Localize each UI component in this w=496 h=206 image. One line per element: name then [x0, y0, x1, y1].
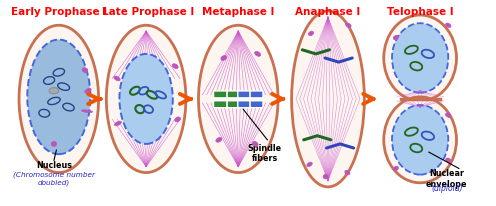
- Ellipse shape: [19, 25, 99, 173]
- Text: (diploid): (diploid): [431, 184, 463, 193]
- Text: Metaphase I: Metaphase I: [202, 7, 274, 17]
- Ellipse shape: [393, 35, 398, 40]
- Ellipse shape: [49, 88, 59, 94]
- Ellipse shape: [392, 23, 448, 93]
- Ellipse shape: [85, 88, 91, 93]
- Ellipse shape: [175, 117, 181, 122]
- Text: Anaphase I: Anaphase I: [295, 7, 361, 17]
- Text: Spindle
fibers: Spindle fibers: [248, 144, 282, 163]
- Ellipse shape: [81, 110, 92, 112]
- Ellipse shape: [106, 25, 186, 173]
- Ellipse shape: [345, 170, 350, 175]
- Ellipse shape: [120, 54, 173, 144]
- Ellipse shape: [393, 166, 398, 171]
- Ellipse shape: [198, 25, 278, 173]
- Ellipse shape: [254, 52, 260, 56]
- FancyBboxPatch shape: [238, 101, 263, 108]
- Ellipse shape: [292, 11, 365, 187]
- Ellipse shape: [445, 23, 451, 27]
- FancyBboxPatch shape: [238, 91, 263, 98]
- Ellipse shape: [221, 56, 227, 60]
- Ellipse shape: [307, 162, 312, 167]
- Text: Nucleus: Nucleus: [36, 161, 72, 170]
- Text: Early Prophase I: Early Prophase I: [11, 7, 107, 17]
- Ellipse shape: [446, 158, 451, 163]
- Ellipse shape: [115, 121, 122, 126]
- Text: Nuclear
envelope: Nuclear envelope: [426, 170, 468, 189]
- FancyBboxPatch shape: [213, 91, 240, 98]
- Ellipse shape: [384, 97, 456, 183]
- Ellipse shape: [392, 105, 448, 175]
- Text: (Chromosome number
doubled): (Chromosome number doubled): [13, 172, 95, 186]
- Ellipse shape: [346, 23, 351, 27]
- FancyBboxPatch shape: [213, 101, 240, 108]
- Ellipse shape: [82, 68, 88, 73]
- Ellipse shape: [172, 64, 178, 69]
- Ellipse shape: [216, 137, 222, 142]
- Ellipse shape: [384, 15, 456, 101]
- Ellipse shape: [27, 40, 90, 154]
- Text: Telophase I: Telophase I: [387, 7, 453, 17]
- Ellipse shape: [51, 142, 57, 146]
- Ellipse shape: [252, 142, 258, 146]
- Ellipse shape: [114, 76, 120, 81]
- Ellipse shape: [323, 174, 328, 179]
- Text: Late Prophase I: Late Prophase I: [102, 7, 194, 17]
- Ellipse shape: [445, 113, 451, 117]
- Ellipse shape: [309, 31, 313, 36]
